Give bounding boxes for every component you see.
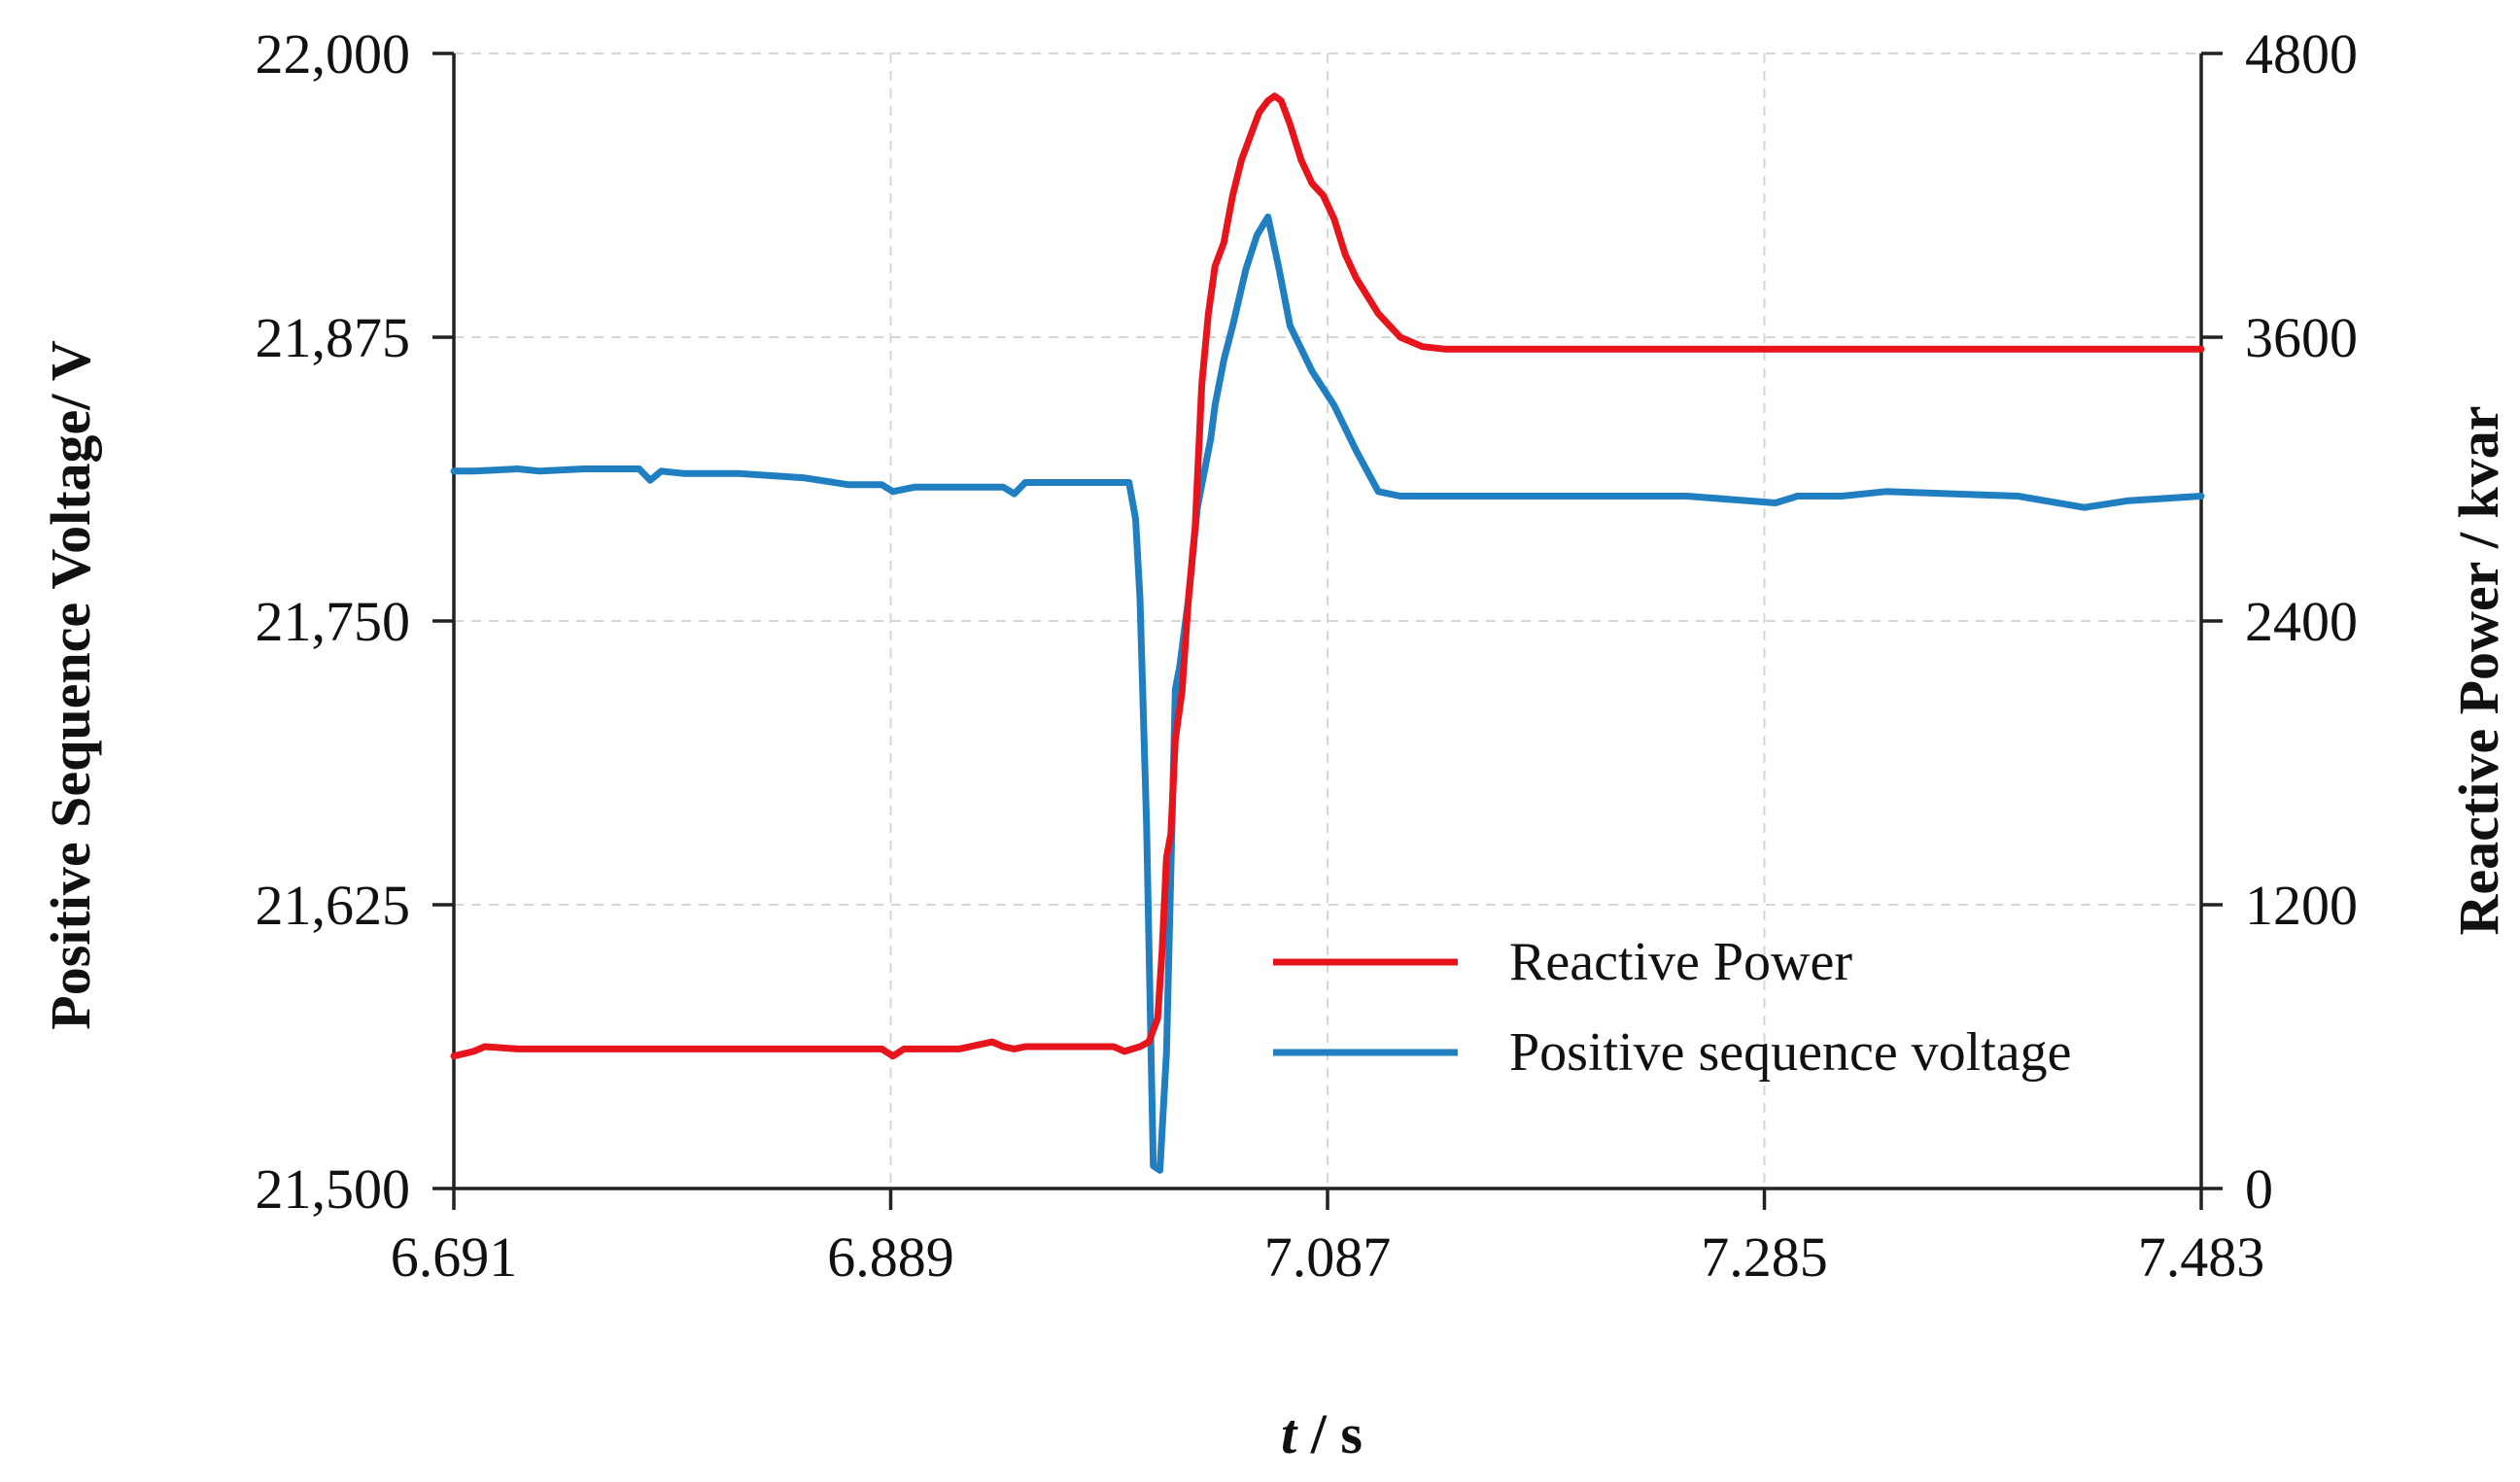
ticks-layer: 6.691 6.889 7.087 7.285 7.483 21,500 21,625 21,… [256,22,2359,1289]
x-axis-title: t / s [1281,1402,1363,1465]
y-right-tick-label: 2400 [2245,590,2358,653]
y-left-tick-label: 21,625 [256,874,411,937]
y-left-tick-label: 21,500 [256,1157,411,1221]
y-axis-left-title: Positive Sequence Voltage/ V [39,340,102,1030]
x-tick-label: 6.889 [827,1225,954,1289]
legend-label-positive-sequence-voltage: Positive sequence voltage [1509,1022,2072,1083]
y-axis-right-title: Reactive Power / kvar [2447,406,2510,936]
legend-label-reactive-power: Reactive Power [1509,932,1852,992]
y-right-tick-label: 1200 [2245,874,2358,937]
x-axis-title-unit: / s [1296,1402,1363,1465]
y-left-tick-label: 21,875 [256,306,411,369]
y-left-tick-label: 21,750 [256,590,411,653]
x-tick-label: 7.483 [2138,1225,2265,1289]
x-axis-title-var: t [1281,1402,1298,1465]
series-layer [450,92,2205,1174]
x-tick-label: 7.087 [1264,1225,1392,1289]
grid-layer [454,52,2201,1189]
series-line-reactive-power [450,92,2205,1060]
y-right-tick-label: 0 [2245,1157,2273,1221]
x-tick-label: 7.285 [1701,1225,1828,1289]
y-left-tick-label: 22,000 [256,22,411,86]
legend: Reactive Power Positive sequence voltage [1273,932,2072,1083]
y-right-tick-label: 4800 [2245,22,2358,86]
x-tick-label: 6.691 [391,1225,518,1289]
y-right-tick-label: 3600 [2245,306,2358,369]
